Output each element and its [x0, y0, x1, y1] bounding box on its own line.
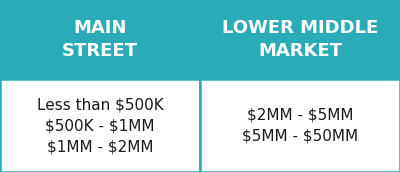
Text: $2MM - $5MM
$5MM - $50MM: $2MM - $5MM $5MM - $50MM	[242, 108, 358, 144]
Bar	[200, 0, 400, 79]
Bar	[0, 79, 200, 172]
Bar	[0, 0, 200, 79]
Bar	[200, 79, 400, 172]
Text: LOWER MIDDLE
MARKET: LOWER MIDDLE MARKET	[222, 19, 378, 60]
Text: Less than $500K
$500K - $1MM
$1MM - $2MM: Less than $500K $500K - $1MM $1MM - $2MM	[37, 97, 163, 154]
Text: MAIN
STREET: MAIN STREET	[62, 19, 138, 60]
